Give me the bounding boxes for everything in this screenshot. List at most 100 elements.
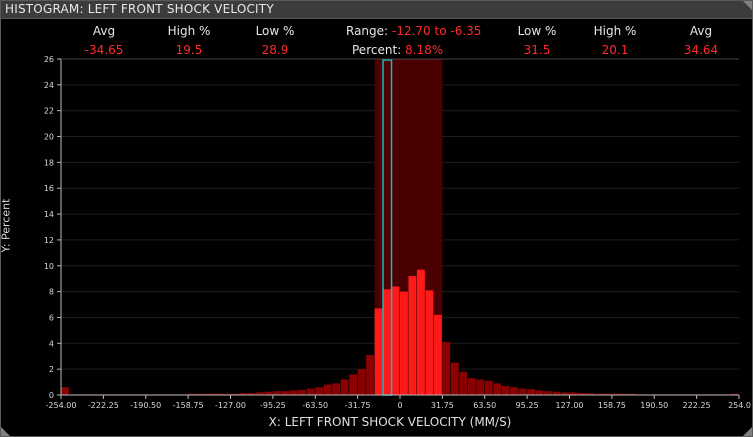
histogram-bar (476, 379, 485, 395)
histogram-bar (255, 392, 264, 395)
histogram-bar (552, 391, 561, 395)
left-avg-label: Avg (92, 24, 116, 38)
percent-value: 8.18% (405, 43, 444, 57)
histogram-bar (264, 391, 273, 395)
x-tick-label: 127.00 (556, 401, 584, 410)
y-tick-label: 22 (44, 107, 54, 116)
x-axis-label: X: LEFT FRONT SHOCK VELOCITY (MM/S) (268, 415, 512, 429)
y-axis-label: Y: Percent (0, 198, 13, 253)
left-low-pct-value: 28.9 (261, 43, 289, 57)
histogram-bar (611, 393, 620, 395)
window-title-bar[interactable]: HISTOGRAM: LEFT FRONT SHOCK VELOCITY (1, 1, 752, 19)
resize-grip-bottom-left[interactable] (1, 427, 10, 436)
y-tick-label: 2 (49, 365, 54, 374)
y-tick-label: 20 (44, 133, 54, 142)
resize-grip-top-right[interactable] (743, 1, 752, 10)
y-tick-label: 6 (49, 313, 54, 322)
range-label: Range: (346, 24, 389, 38)
histogram-bar (230, 393, 239, 395)
histogram-bar (196, 393, 205, 395)
x-tick-label: 158.75 (598, 401, 626, 410)
x-tick-label: 222.25 (683, 401, 711, 410)
histogram-bar (188, 393, 196, 395)
histogram-bar (213, 393, 222, 395)
histogram-bar (433, 314, 442, 395)
histogram-bar (569, 392, 578, 395)
histogram-bar (518, 388, 527, 395)
histogram-bar (357, 369, 366, 395)
x-tick-label: 31.75 (431, 401, 454, 410)
x-tick-label: -95.25 (260, 401, 286, 410)
x-tick-label: -222.25 (88, 401, 119, 410)
right-low-pct-label: Low % (517, 24, 557, 38)
histogram-bar (527, 389, 535, 395)
range-value: -12.70 to -6.35 (392, 24, 482, 38)
x-tick-label: -31.75 (345, 401, 371, 410)
x-tick-label: 95.25 (516, 401, 539, 410)
histogram-bar (586, 393, 595, 395)
x-tick-label: 254.0 (728, 401, 751, 410)
histogram-bar (484, 380, 493, 395)
histogram-bar (374, 308, 383, 395)
y-tick-label: 8 (49, 288, 54, 297)
y-tick-label: 0 (49, 391, 54, 400)
histogram-bar (493, 383, 502, 395)
histogram-bar (315, 387, 324, 395)
x-tick-label: -190.50 (130, 401, 161, 410)
left-high-pct-value: 19.5 (175, 43, 203, 57)
histogram-bar (450, 362, 459, 395)
histogram-bar (408, 276, 417, 395)
histogram-bar (391, 286, 400, 395)
y-tick-label: 18 (44, 158, 54, 167)
x-tick-label: 0 (397, 401, 402, 410)
y-tick-label: 16 (44, 184, 54, 193)
histogram-bar (323, 384, 332, 395)
histogram-bar (366, 354, 374, 395)
histogram-bar (349, 374, 358, 395)
histogram-bar (730, 393, 739, 395)
histogram-bar (238, 393, 247, 395)
histogram-bar (510, 387, 519, 395)
histogram-bar (577, 393, 586, 395)
histogram-bar (332, 383, 341, 395)
right-avg-value: 34.64 (683, 43, 719, 57)
x-tick-label: -63.50 (302, 401, 328, 410)
histogram-bar (289, 390, 298, 395)
histogram-bar (544, 391, 552, 395)
histogram-bar (501, 385, 510, 395)
left-high-pct-label: High % (167, 24, 211, 38)
histogram-bar (416, 269, 425, 395)
y-tick-label: 24 (44, 81, 54, 90)
y-tick-label: 26 (44, 55, 54, 64)
resize-grip-bottom-right[interactable] (743, 427, 752, 436)
y-tick-label: 14 (44, 210, 54, 219)
right-high-pct-value: 20.1 (601, 43, 629, 57)
histogram-bar (603, 393, 612, 395)
histogram-bar (340, 379, 349, 395)
histogram-bar (628, 393, 637, 395)
histogram-bar (306, 388, 315, 395)
histogram-bar (620, 393, 629, 395)
y-tick-label: 4 (49, 339, 54, 348)
histogram-bar (459, 371, 468, 395)
x-tick-label: 63.50 (473, 401, 496, 410)
window-title: HISTOGRAM: LEFT FRONT SHOCK VELOCITY (5, 2, 274, 16)
right-avg-label: Avg (689, 24, 713, 38)
histogram-bar (298, 389, 307, 395)
x-tick-label: -127.00 (215, 401, 246, 410)
histogram-bar (383, 289, 391, 395)
right-high-pct-label: High % (593, 24, 637, 38)
histogram-bar (594, 393, 603, 395)
histogram-bar (467, 378, 476, 395)
right-low-pct-value: 31.5 (523, 43, 551, 57)
histogram-bar (442, 342, 451, 395)
histogram-bar (400, 291, 408, 395)
x-tick-label: 190.50 (640, 401, 668, 410)
histogram-bar (61, 387, 69, 395)
histogram-bar (425, 290, 434, 395)
y-tick-label: 10 (44, 262, 54, 271)
left-low-pct-label: Low % (255, 24, 295, 38)
x-tick-label: -254.00 (46, 401, 77, 410)
left-avg-value: -34.65 (84, 43, 124, 57)
